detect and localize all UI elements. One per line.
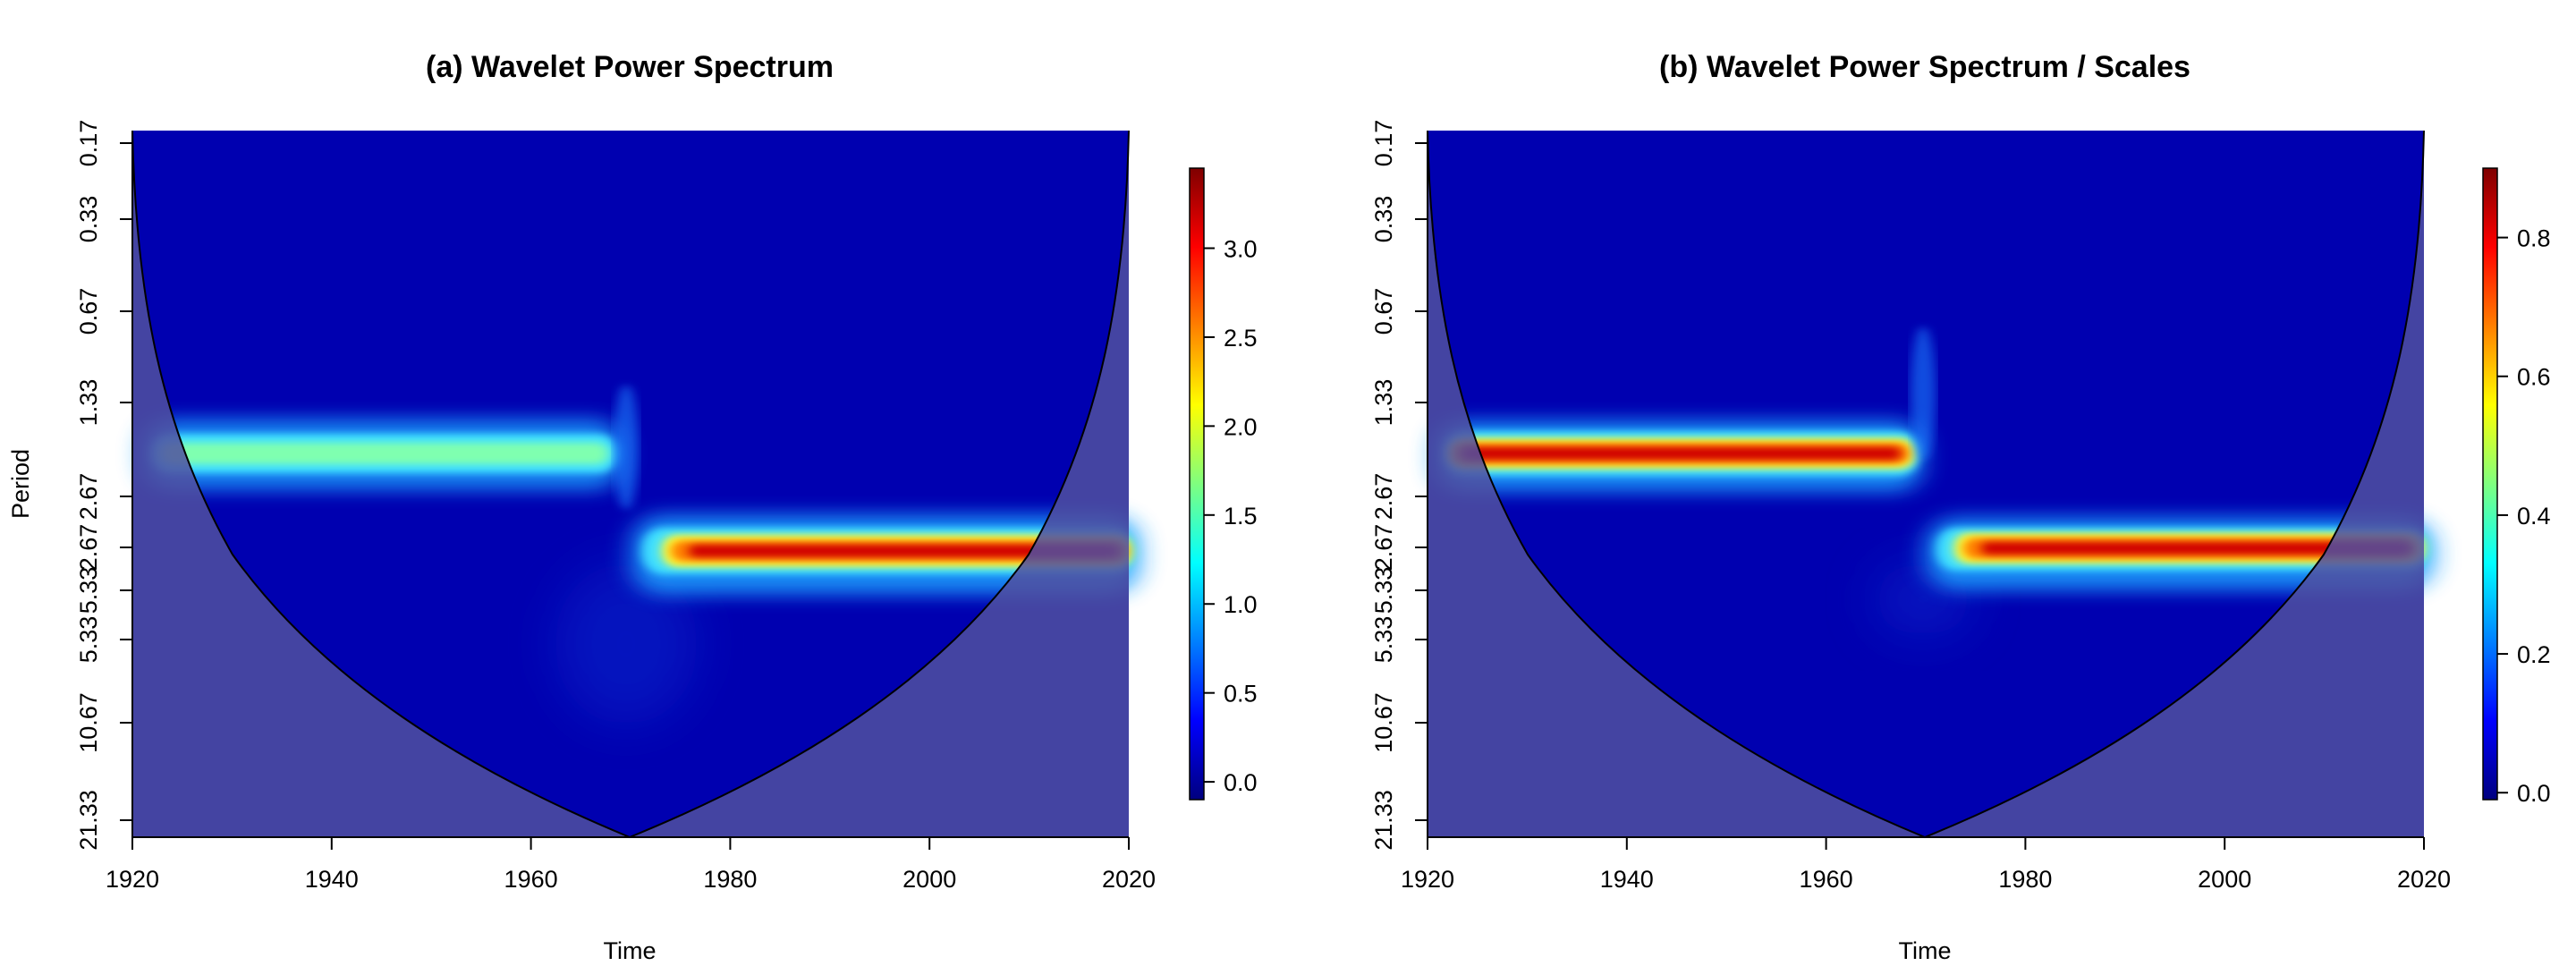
panel-a-y-tick-label: 0.67: [75, 288, 102, 335]
panel-b: (b) Wavelet Power Spectrum / Scales: [1370, 50, 2551, 964]
panel-a-x-tick-label: 2000: [902, 866, 956, 893]
panel-b-x-axis-label: Time: [1899, 937, 1952, 964]
panel-a-plot: [131, 130, 1140, 839]
panel-a-title: (a) Wavelet Power Spectrum: [426, 50, 834, 84]
panel-a-x-tick-label: 2020: [1102, 866, 1156, 893]
panel-b-plot: [1427, 130, 2435, 839]
panel-b-x-tick-label: 1960: [1800, 866, 1853, 893]
panel-a-colorbar-tick-label: 1.5: [1224, 503, 1258, 530]
panel-b-y-tick-label: 0.33: [1370, 196, 1397, 243]
panel-a-colorbar-tick-label: 0.5: [1224, 681, 1258, 708]
panel-a-coi-shade: [132, 131, 630, 837]
panel-a-colorbar-tick-label: 1.0: [1224, 591, 1258, 618]
panel-b-colorbar-tick-label: 0.6: [2517, 364, 2551, 391]
panel-a-y-tick-label: 1.33: [75, 379, 102, 427]
panel-a-y-tick-label: 5.33: [75, 616, 102, 664]
panel-a-colorbar-tick-label: 3.0: [1224, 235, 1258, 262]
panel-a-colorbar-bar: [1189, 167, 1205, 801]
panel-a-y-tick-label: 0.17: [75, 120, 102, 167]
panel-a-colorbar-tick-label: 2.0: [1224, 413, 1258, 440]
panel-b-y-tick-label: 5.33: [1370, 567, 1397, 614]
panel-a-x-axis-label: Time: [604, 937, 657, 964]
panel-a: (a) Wavelet Power Spectrum: [7, 50, 1258, 964]
panel-b-y-tick-label: 5.33: [1370, 616, 1397, 664]
panel-b-band-period-4: [1925, 517, 2435, 590]
panel-a-x-tick-label: 1920: [106, 866, 159, 893]
panel-b-colorbar-bar: [2482, 167, 2498, 801]
panel-a-y-tick-label: 10.67: [75, 692, 102, 753]
panel-a-y-tick-label: 2.67: [75, 524, 102, 572]
panel-a-y-tick-label: 2.67: [75, 473, 102, 521]
panel-b-title: (b) Wavelet Power Spectrum / Scales: [1659, 50, 2190, 84]
panel-b-y-tick-label: 0.67: [1370, 288, 1397, 335]
panel-b-colorbar: 0.0 0.2 0.4 0.6 0.8: [2482, 167, 2551, 807]
panel-b-band-period-2: [1436, 326, 1936, 492]
panel-a-y-axis: 0.170.330.671.332.672.675.335.3310.6721.…: [7, 120, 133, 851]
panel-b-y-axis: 0.170.330.671.332.672.675.335.3310.6721.…: [1370, 120, 1428, 851]
panel-b-x-axis: 1920 1940 1960 1980 2000 2020 Time: [1401, 836, 2451, 964]
panel-b-y-tick-label: 2.67: [1370, 524, 1397, 572]
panel-a-coi-shade-right: [630, 131, 1129, 837]
panel-a-y-axis-label: Period: [7, 449, 34, 519]
panel-b-coi-shade-right: [1925, 131, 2424, 837]
panel-a-x-tick-label: 1960: [504, 866, 558, 893]
panel-a-colorbar: 0.0 0.5 1.0 1.5 2.0 2.5 3.0: [1189, 167, 1258, 801]
panel-b-x-tick-label: 1980: [1998, 866, 2052, 893]
panel-a-colorbar-tick-label: 2.5: [1224, 325, 1258, 352]
panel-a-band-period-2: [143, 385, 639, 510]
panel-a-y-tick-label: 5.33: [75, 567, 102, 614]
panel-b-x-tick-label: 2020: [2397, 866, 2451, 893]
panel-a-x-tick-label: 1940: [305, 866, 359, 893]
panel-b-y-tick-label: 1.33: [1370, 379, 1397, 427]
panel-a-y-tick-label: 21.33: [75, 790, 102, 851]
panel-b-y-tick-label: 21.33: [1370, 790, 1397, 851]
panel-a-faint-bulge: [555, 564, 698, 724]
panel-b-colorbar-tick-label: 0.2: [2517, 641, 2551, 668]
panel-a-y-tick-label: 0.33: [75, 196, 102, 243]
panel-b-colorbar-tick-label: 0.8: [2517, 225, 2551, 252]
panel-b-y-tick-label: 2.67: [1370, 473, 1397, 521]
panel-b-x-tick-label: 1920: [1401, 866, 1454, 893]
panel-a-colorbar-tick-label: 0.0: [1224, 769, 1258, 796]
panel-b-x-tick-label: 1940: [1600, 866, 1654, 893]
panel-a-x-tick-label: 1980: [703, 866, 757, 893]
panel-b-x-tick-label: 2000: [2198, 866, 2251, 893]
panel-b-colorbar-tick-label: 0.0: [2517, 780, 2551, 807]
panel-b-coi-shade: [1428, 131, 1925, 837]
panel-b-y-tick-label: 0.17: [1370, 120, 1397, 167]
panel-b-y-tick-label: 10.67: [1370, 692, 1397, 753]
panel-a-x-axis: 1920 1940 1960 1980 2000 2020 Time: [106, 836, 1156, 964]
panel-b-colorbar-tick-label: 0.4: [2517, 503, 2551, 530]
